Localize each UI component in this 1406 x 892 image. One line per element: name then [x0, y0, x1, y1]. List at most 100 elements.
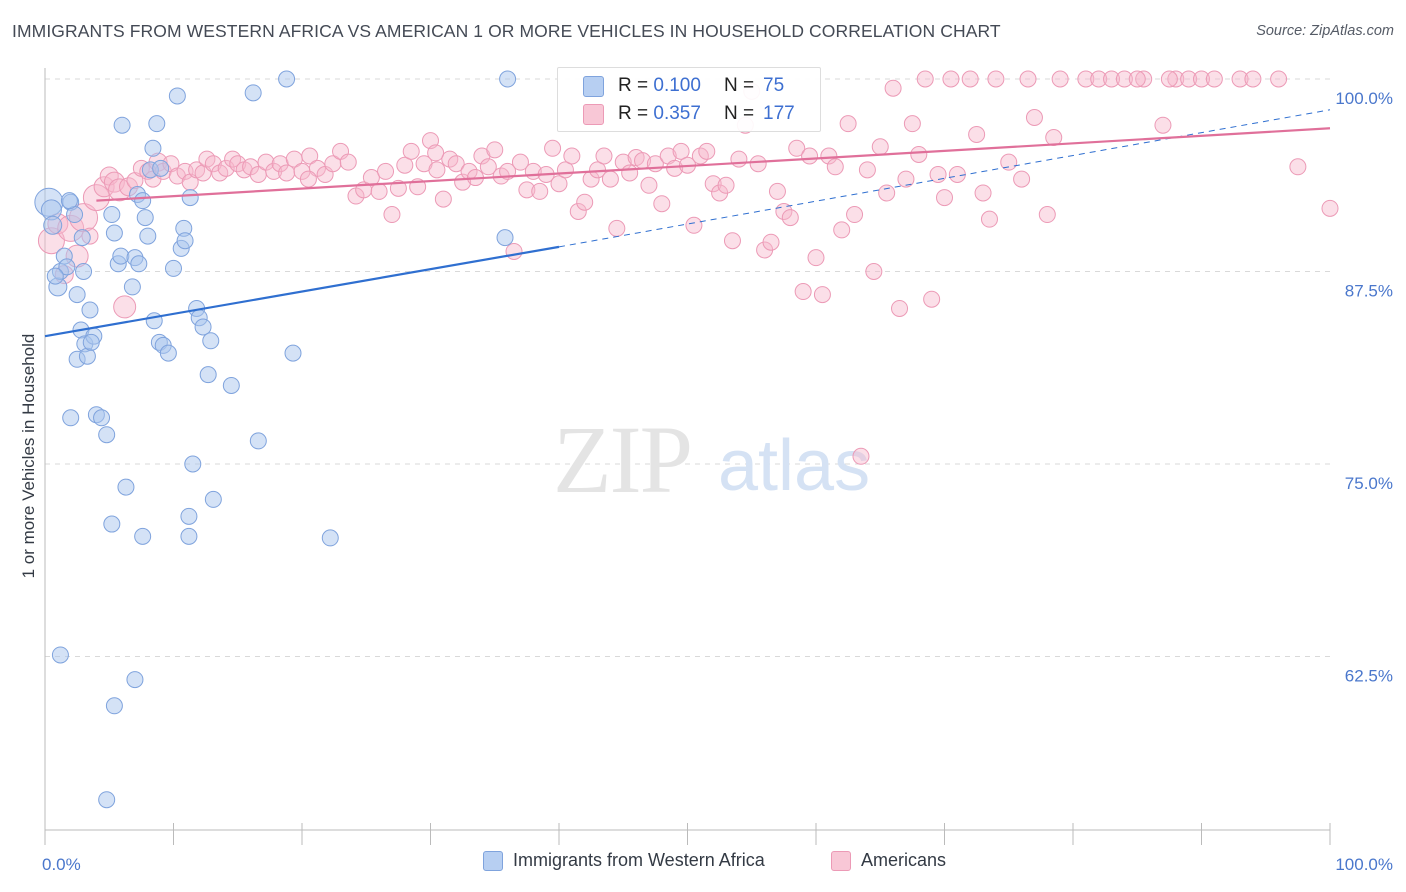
data-point [486, 141, 504, 159]
y-axis-label: 1 or more Vehicles in Household [19, 334, 38, 579]
data-point [518, 181, 536, 199]
data-point [794, 283, 812, 301]
legend-item-americans[interactable]: Americans [831, 850, 946, 871]
data-point [126, 671, 144, 689]
stats-r-label: R = [618, 75, 649, 96]
source-label: Source: ZipAtlas.com [1256, 23, 1394, 39]
data-point [496, 229, 514, 247]
data-point [105, 697, 123, 715]
data-point [807, 249, 825, 267]
data-point [134, 192, 152, 210]
x-tick-label-min: 0.0% [42, 855, 81, 874]
data-point [249, 432, 267, 450]
data-point [117, 478, 135, 496]
data-point [130, 255, 148, 273]
data-point [62, 409, 80, 427]
data-point [704, 175, 722, 193]
watermark-atlas: atlas [718, 426, 870, 506]
data-point [82, 333, 100, 351]
data-point [968, 125, 986, 143]
data-point [916, 70, 934, 88]
stats-r-value: 0.100 [653, 75, 701, 96]
americans-points [37, 70, 1339, 465]
data-point [544, 139, 562, 157]
data-point [1115, 70, 1133, 88]
stats-n-label: N = [724, 75, 755, 96]
y-tick-labels: 100.0% 87.5% 75.0% 62.5% [1335, 89, 1393, 686]
data-point [1090, 70, 1108, 88]
data-point [833, 221, 851, 239]
data-point [601, 170, 619, 188]
data-point [685, 216, 703, 234]
data-point [730, 150, 748, 168]
data-point [339, 153, 357, 171]
data-point [98, 791, 116, 809]
data-point [229, 155, 247, 173]
data-point [1231, 70, 1249, 88]
y-tick-label: 75.0% [1345, 474, 1393, 493]
data-point [923, 290, 941, 308]
stats-n-value: 75 [763, 75, 785, 96]
data-point [653, 195, 671, 213]
y-tick-label: 87.5% [1345, 282, 1393, 301]
data-point [139, 227, 157, 245]
data-point [813, 286, 831, 304]
data-point [202, 332, 220, 350]
data-point [165, 259, 182, 277]
data-point [396, 156, 414, 174]
data-point [1160, 70, 1178, 88]
data-point [563, 147, 581, 165]
watermark-zip: ZIP [553, 406, 691, 513]
data-point [51, 646, 69, 664]
data-point [826, 158, 844, 176]
data-point [1270, 70, 1288, 88]
data-point [136, 209, 154, 227]
data-point [672, 142, 690, 160]
stats-r-value: 0.357 [653, 103, 701, 124]
data-point [184, 455, 202, 473]
data-point [402, 142, 420, 160]
data-point [447, 155, 465, 173]
data-point [159, 344, 177, 362]
data-point [974, 184, 992, 202]
data-point [1205, 70, 1223, 88]
data-point [180, 527, 198, 545]
data-point [1077, 70, 1095, 88]
data-point [846, 206, 864, 224]
data-point [389, 179, 407, 197]
trend-line-western-africa [44, 245, 560, 338]
data-point [801, 147, 819, 165]
data-point [428, 161, 446, 179]
stats-row-western-africa: R = 0.100 N = 75 [558, 72, 820, 100]
data-point [576, 193, 594, 211]
data-point [749, 155, 767, 173]
data-point [820, 147, 838, 165]
data-point [980, 210, 998, 228]
data-point [903, 115, 921, 133]
data-point [961, 70, 979, 88]
data-point [113, 116, 131, 134]
data-point [278, 164, 296, 182]
data-point [1000, 153, 1018, 171]
legend-item-western-africa[interactable]: Immigrants from Western Africa [483, 850, 765, 871]
trend-lines [44, 109, 1331, 338]
data-point [1193, 70, 1210, 88]
legend-swatch-blue [483, 850, 503, 871]
data-point [68, 286, 86, 304]
data-point [1103, 70, 1121, 88]
data-point [839, 115, 857, 133]
data-point [852, 447, 870, 465]
data-point [321, 529, 339, 547]
data-point [194, 318, 212, 336]
data-point [434, 190, 452, 208]
data-point [98, 426, 116, 444]
data-point [762, 233, 780, 251]
stats-row-americans: R = 0.357 N = 177 [558, 100, 820, 128]
data-point [1013, 170, 1031, 188]
data-point [204, 155, 222, 173]
data-point [148, 115, 166, 133]
data-point [1321, 199, 1339, 217]
y-tick-label: 62.5% [1345, 667, 1393, 686]
data-point [717, 176, 735, 194]
